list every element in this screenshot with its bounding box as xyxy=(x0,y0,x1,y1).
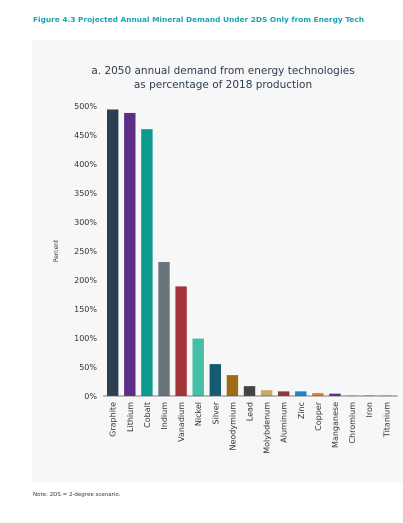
x-label-nickel: Nickel xyxy=(194,402,203,426)
bar-vanadium xyxy=(175,286,187,396)
y-axis-label: Percent xyxy=(53,239,60,262)
x-label-vanadium: Vanadium xyxy=(177,402,186,442)
bar-lead xyxy=(243,386,256,396)
y-tick-label: 200% xyxy=(74,276,97,285)
bar-cobalt xyxy=(141,129,153,396)
bar-silver xyxy=(209,364,221,396)
figure-title: Figure 4.3 Projected Annual Mineral Dema… xyxy=(33,15,364,24)
bar-molybdenum xyxy=(260,390,273,396)
y-tick-label: 100% xyxy=(74,334,97,343)
x-label-iron: Iron xyxy=(365,402,374,417)
x-label-aluminum: Aluminum xyxy=(280,402,289,443)
bar-copper xyxy=(312,393,324,396)
x-label-zinc: Zinc xyxy=(297,402,306,419)
bar-manganese xyxy=(329,393,341,396)
x-label-indium: Indium xyxy=(160,402,169,430)
y-tick-label: 350% xyxy=(74,189,97,198)
bar-neodymium xyxy=(226,375,239,396)
x-label-lead: Lead xyxy=(246,402,255,421)
x-label-chromium: Chromium xyxy=(348,402,357,444)
y-tick-label: 250% xyxy=(74,247,97,256)
bar-graphite xyxy=(107,109,119,396)
x-label-copper: Copper xyxy=(314,401,323,431)
chart-panel: a. 2050 annual demand from energy techno… xyxy=(32,40,403,482)
chart-title-line-1: a. 2050 annual demand from energy techno… xyxy=(91,65,354,77)
y-tick-label: 0% xyxy=(84,392,97,401)
bar-indium xyxy=(158,262,170,396)
y-tick-label: 150% xyxy=(74,305,97,314)
x-label-titanium: Titanium xyxy=(382,402,391,438)
x-label-molybdenum: Molybdenum xyxy=(263,402,272,454)
y-tick-labels: 0% 50% 100% 150% 200% 250% 300% 350% 400% 450% 500… xyxy=(74,102,97,401)
bars xyxy=(107,109,392,397)
chart-title-line-2: as percentage of 2018 production xyxy=(134,79,312,91)
bar-chart: a. 2050 annual demand from energy techno… xyxy=(53,65,398,454)
bar-lithium xyxy=(124,112,136,397)
y-tick-label: 50% xyxy=(79,363,97,372)
y-tick-label: 300% xyxy=(74,218,97,227)
y-tick-label: 400% xyxy=(74,160,97,169)
x-category-labels: Graphite Lithium Cobalt Indium Vanadium Nicke… xyxy=(109,401,392,453)
x-label-neodymium: Neodymium xyxy=(228,402,237,451)
bar-zinc xyxy=(295,391,307,396)
figure-note: Note: 2DS = 2-degree scenario. xyxy=(33,492,121,498)
x-label-manganese: Manganese xyxy=(331,402,340,448)
x-label-silver: Silver xyxy=(211,401,220,424)
bar-aluminum xyxy=(278,391,290,396)
y-tick-label: 450% xyxy=(74,131,97,140)
x-label-cobalt: Cobalt xyxy=(143,402,152,428)
bar-nickel xyxy=(192,338,204,396)
x-label-graphite: Graphite xyxy=(109,402,118,437)
x-label-lithium: Lithium xyxy=(126,402,135,432)
y-tick-label: 500% xyxy=(74,102,97,111)
